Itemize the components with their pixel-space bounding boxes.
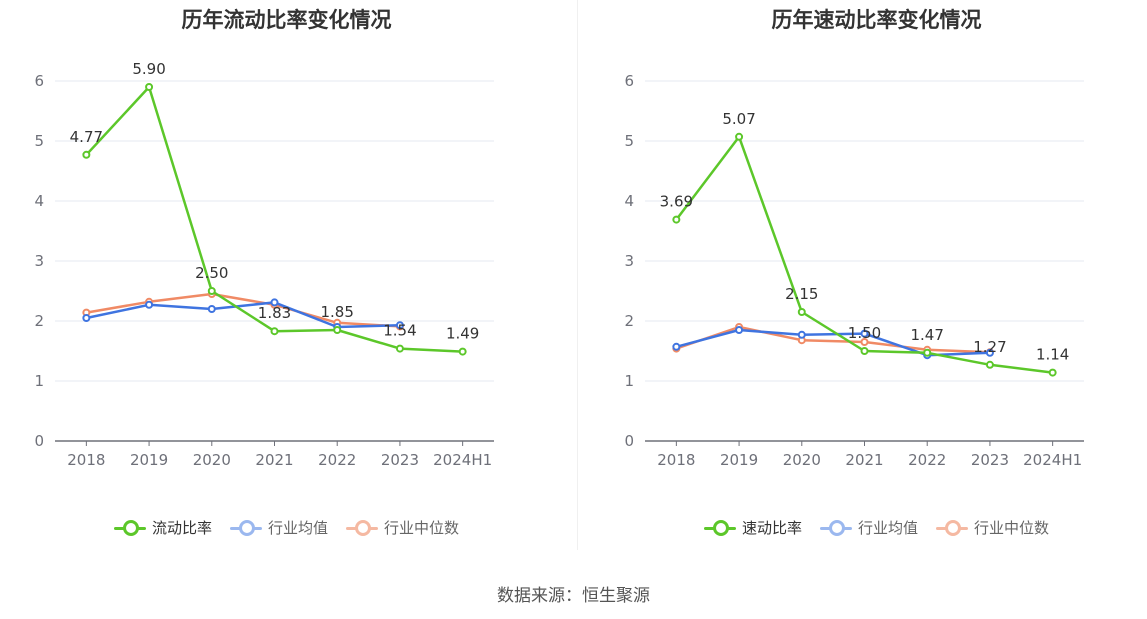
x-tick-label: 2022 <box>908 451 946 469</box>
data-label: 2.15 <box>785 285 818 303</box>
x-tick-label: 2024H1 <box>433 451 492 469</box>
data-point[interactable] <box>145 83 154 91</box>
data-label: 3.69 <box>660 193 693 211</box>
legend-item-industry-mean[interactable]: 行业均值 <box>819 517 918 538</box>
x-tick-label: 2018 <box>657 451 695 469</box>
data-point[interactable] <box>145 300 154 309</box>
y-tick-label: 5 <box>624 132 634 150</box>
legend-label: 行业中位数 <box>974 519 1050 537</box>
y-tick-label: 0 <box>34 432 44 450</box>
y-tick-label: 0 <box>624 432 634 450</box>
legend-marker-icon <box>229 519 262 536</box>
y-tick-label: 1 <box>34 372 44 390</box>
data-label: 4.77 <box>70 128 103 146</box>
data-point[interactable] <box>672 342 681 351</box>
data-source-note: 数据来源：恒生聚源 <box>497 586 650 606</box>
data-label: 1.27 <box>973 338 1006 356</box>
y-tick-label: 4 <box>34 192 44 210</box>
legend-marker-icon <box>346 519 378 536</box>
y-tick-label: 3 <box>624 252 634 270</box>
data-label: 1.85 <box>321 303 354 321</box>
x-tick-label: 2018 <box>67 451 105 469</box>
data-label: 1.47 <box>911 326 944 344</box>
data-point[interactable] <box>797 308 806 316</box>
y-tick-label: 3 <box>34 252 44 270</box>
data-point[interactable] <box>672 215 681 224</box>
data-point[interactable] <box>82 314 91 322</box>
legend-label: 行业均值 <box>857 519 918 537</box>
data-point[interactable] <box>860 329 869 338</box>
legend-item-industry-median[interactable]: 行业中位数 <box>346 517 459 538</box>
data-point[interactable] <box>333 326 342 334</box>
data-label: 1.50 <box>848 324 881 342</box>
data-point[interactable] <box>923 348 932 357</box>
x-tick-label: 2019 <box>720 451 758 469</box>
y-tick-label: 2 <box>34 312 44 330</box>
chart-title: 历年流动比率变化情况 <box>181 8 392 32</box>
legend: 速动比率 行业均值 行业中位数 <box>590 517 1147 538</box>
legend-marker-icon <box>936 519 968 536</box>
x-tick-label: 2020 <box>193 451 231 469</box>
data-point[interactable] <box>207 305 216 313</box>
data-label: 1.54 <box>383 322 416 340</box>
chart-title: 历年速动比率变化情况 <box>771 8 982 32</box>
data-point[interactable] <box>1048 368 1057 377</box>
legend-label: 速动比率 <box>741 519 802 537</box>
data-point[interactable] <box>797 330 806 339</box>
data-label: 1.83 <box>258 304 291 322</box>
x-tick-label: 2023 <box>381 451 419 469</box>
data-point[interactable] <box>735 326 744 334</box>
data-point[interactable] <box>860 347 869 355</box>
legend-marker-icon <box>703 519 736 536</box>
series-line <box>86 301 400 329</box>
series-line <box>675 325 990 354</box>
data-label: 5.90 <box>132 60 165 78</box>
data-point[interactable] <box>270 327 279 336</box>
x-tick-label: 2019 <box>130 451 168 469</box>
x-tick-label: 2023 <box>971 451 1009 469</box>
data-point[interactable] <box>985 348 994 357</box>
legend-label: 行业均值 <box>267 519 328 537</box>
data-label: 5.07 <box>722 110 755 128</box>
x-tick-label: 2021 <box>845 451 883 469</box>
x-tick-label: 2022 <box>318 451 356 469</box>
legend-item-current-ratio[interactable]: 流动比率 <box>113 517 212 538</box>
x-tick-label: 2024H1 <box>1023 451 1082 469</box>
data-point[interactable] <box>735 132 744 141</box>
data-label: 1.49 <box>446 325 479 343</box>
data-point[interactable] <box>207 287 216 295</box>
legend: 流动比率 行业均值 行业中位数 <box>0 517 573 538</box>
data-point[interactable] <box>860 338 869 346</box>
y-tick-label: 6 <box>624 72 634 90</box>
quick-ratio-plot: 0 1 2 3 4 5 6 2018 2019 2020 2021 2022 2023 2024H1 3.6… <box>624 72 1084 469</box>
y-tick-label: 6 <box>34 72 44 90</box>
legend-marker-icon <box>819 519 852 536</box>
y-tick-label: 1 <box>624 372 634 390</box>
data-point[interactable] <box>395 344 404 353</box>
data-point[interactable] <box>395 321 404 330</box>
quick-ratio-chart: 历年速动比率变化情况 0 1 2 3 4 5 6 2018 2019 2020 2021 2022 20… <box>590 0 1147 560</box>
legend-label: 行业中位数 <box>384 519 460 537</box>
series-line <box>86 292 401 328</box>
x-tick-label: 2020 <box>783 451 821 469</box>
panel-divider <box>577 0 578 550</box>
data-point[interactable] <box>82 150 91 159</box>
y-tick-label: 5 <box>34 132 44 150</box>
legend-label: 流动比率 <box>151 519 212 537</box>
y-tick-label: 2 <box>624 312 634 330</box>
data-point[interactable] <box>270 298 279 307</box>
y-tick-label: 4 <box>624 192 634 210</box>
data-label: 2.50 <box>195 264 228 282</box>
data-label: 1.14 <box>1036 346 1069 364</box>
data-point[interactable] <box>458 347 467 356</box>
current-ratio-plot: 0 1 2 3 4 5 6 2018 2019 2020 2021 2022 2023 2024H1 4.7… <box>34 60 494 469</box>
x-tick-label: 2021 <box>255 451 293 469</box>
data-point[interactable] <box>985 360 994 369</box>
current-ratio-chart: 历年流动比率变化情况 0 1 2 3 4 5 6 2018 2019 2020 2021 2022 20… <box>0 0 573 560</box>
legend-item-industry-median[interactable]: 行业中位数 <box>936 517 1049 538</box>
legend-marker-icon <box>113 519 146 536</box>
legend-item-industry-mean[interactable]: 行业均值 <box>229 517 328 538</box>
legend-item-quick-ratio[interactable]: 速动比率 <box>703 517 802 538</box>
